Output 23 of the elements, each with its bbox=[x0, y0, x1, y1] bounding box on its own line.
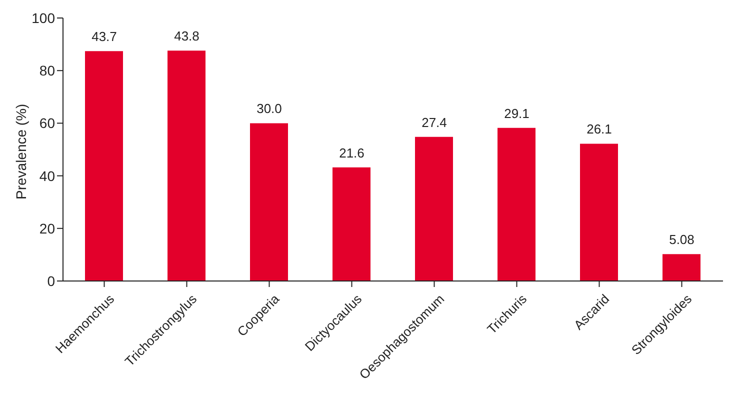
y-tick-label: 60 bbox=[39, 115, 56, 132]
y-tick-label: 0 bbox=[47, 272, 56, 289]
y-tick-label: 40 bbox=[39, 168, 56, 184]
annotation: 5.08 bbox=[669, 232, 694, 248]
annotation: 26.1 bbox=[586, 122, 612, 137]
annotation: 30.0 bbox=[256, 101, 282, 116]
bar bbox=[580, 144, 618, 281]
annotation: 27.4 bbox=[422, 114, 447, 130]
annotation: 43.7 bbox=[92, 29, 117, 44]
bar bbox=[168, 50, 206, 281]
bar bbox=[85, 51, 123, 281]
y-axis-title: Prevalence (%) bbox=[12, 104, 29, 200]
bar bbox=[332, 167, 370, 281]
annotation: 43.8 bbox=[174, 28, 200, 44]
y-tick-label: 100 bbox=[32, 10, 56, 26]
y-tick-label: 20 bbox=[39, 220, 56, 236]
bar bbox=[662, 254, 700, 281]
annotation: 21.6 bbox=[339, 145, 364, 160]
bar bbox=[250, 123, 288, 281]
annotation: 29.1 bbox=[504, 106, 530, 121]
bar bbox=[415, 136, 453, 281]
bar bbox=[498, 128, 536, 281]
y-tick-label: 80 bbox=[39, 62, 56, 79]
